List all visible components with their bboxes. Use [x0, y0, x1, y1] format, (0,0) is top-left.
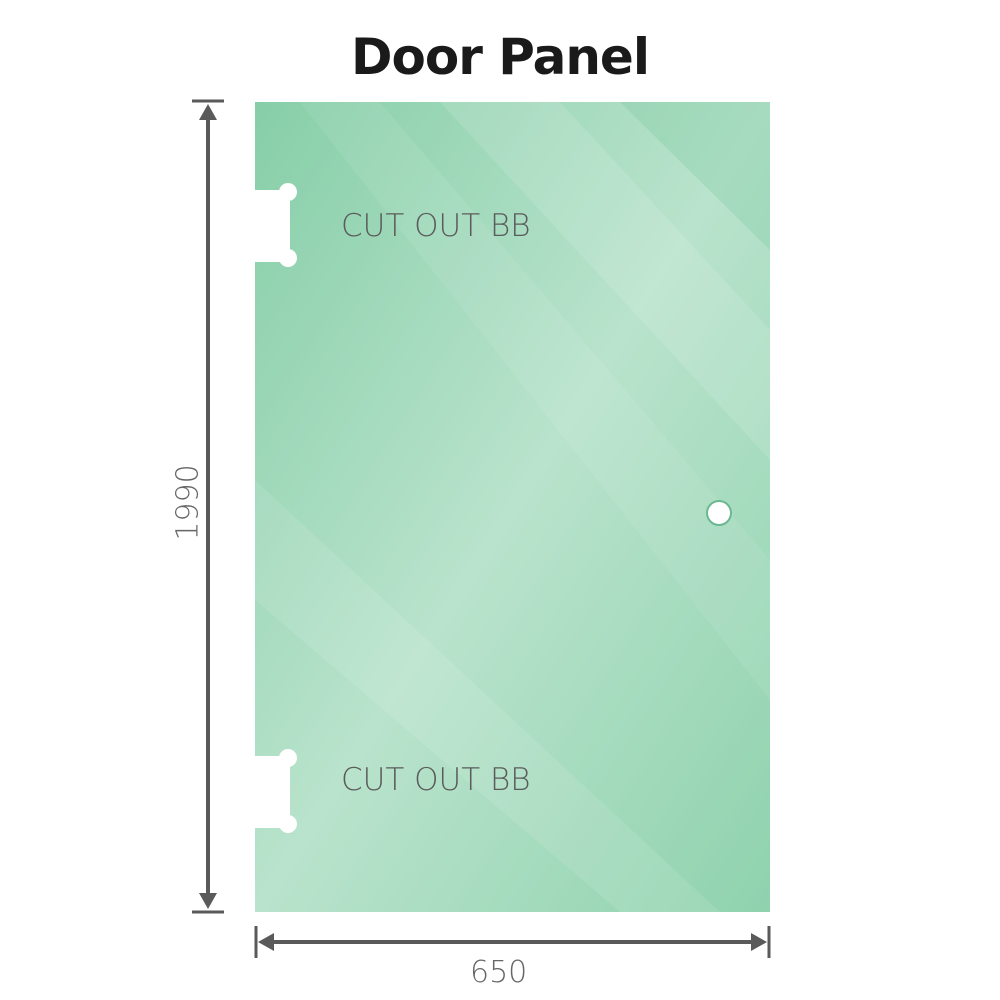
width-dimension-line [254, 926, 771, 958]
cutout-label-bottom: CUT OUT BB [341, 762, 531, 798]
width-label: 650 [470, 955, 528, 990]
glass-panel [255, 102, 770, 912]
diagram-title: Door Panel [351, 28, 650, 86]
height-label: 1990 [170, 464, 206, 541]
cutout-label-top: CUT OUT BB [341, 208, 531, 244]
handle-hole [706, 500, 732, 526]
height-dimension-line [192, 99, 224, 914]
cutout-top [250, 183, 297, 267]
cutout-bottom [250, 749, 297, 833]
